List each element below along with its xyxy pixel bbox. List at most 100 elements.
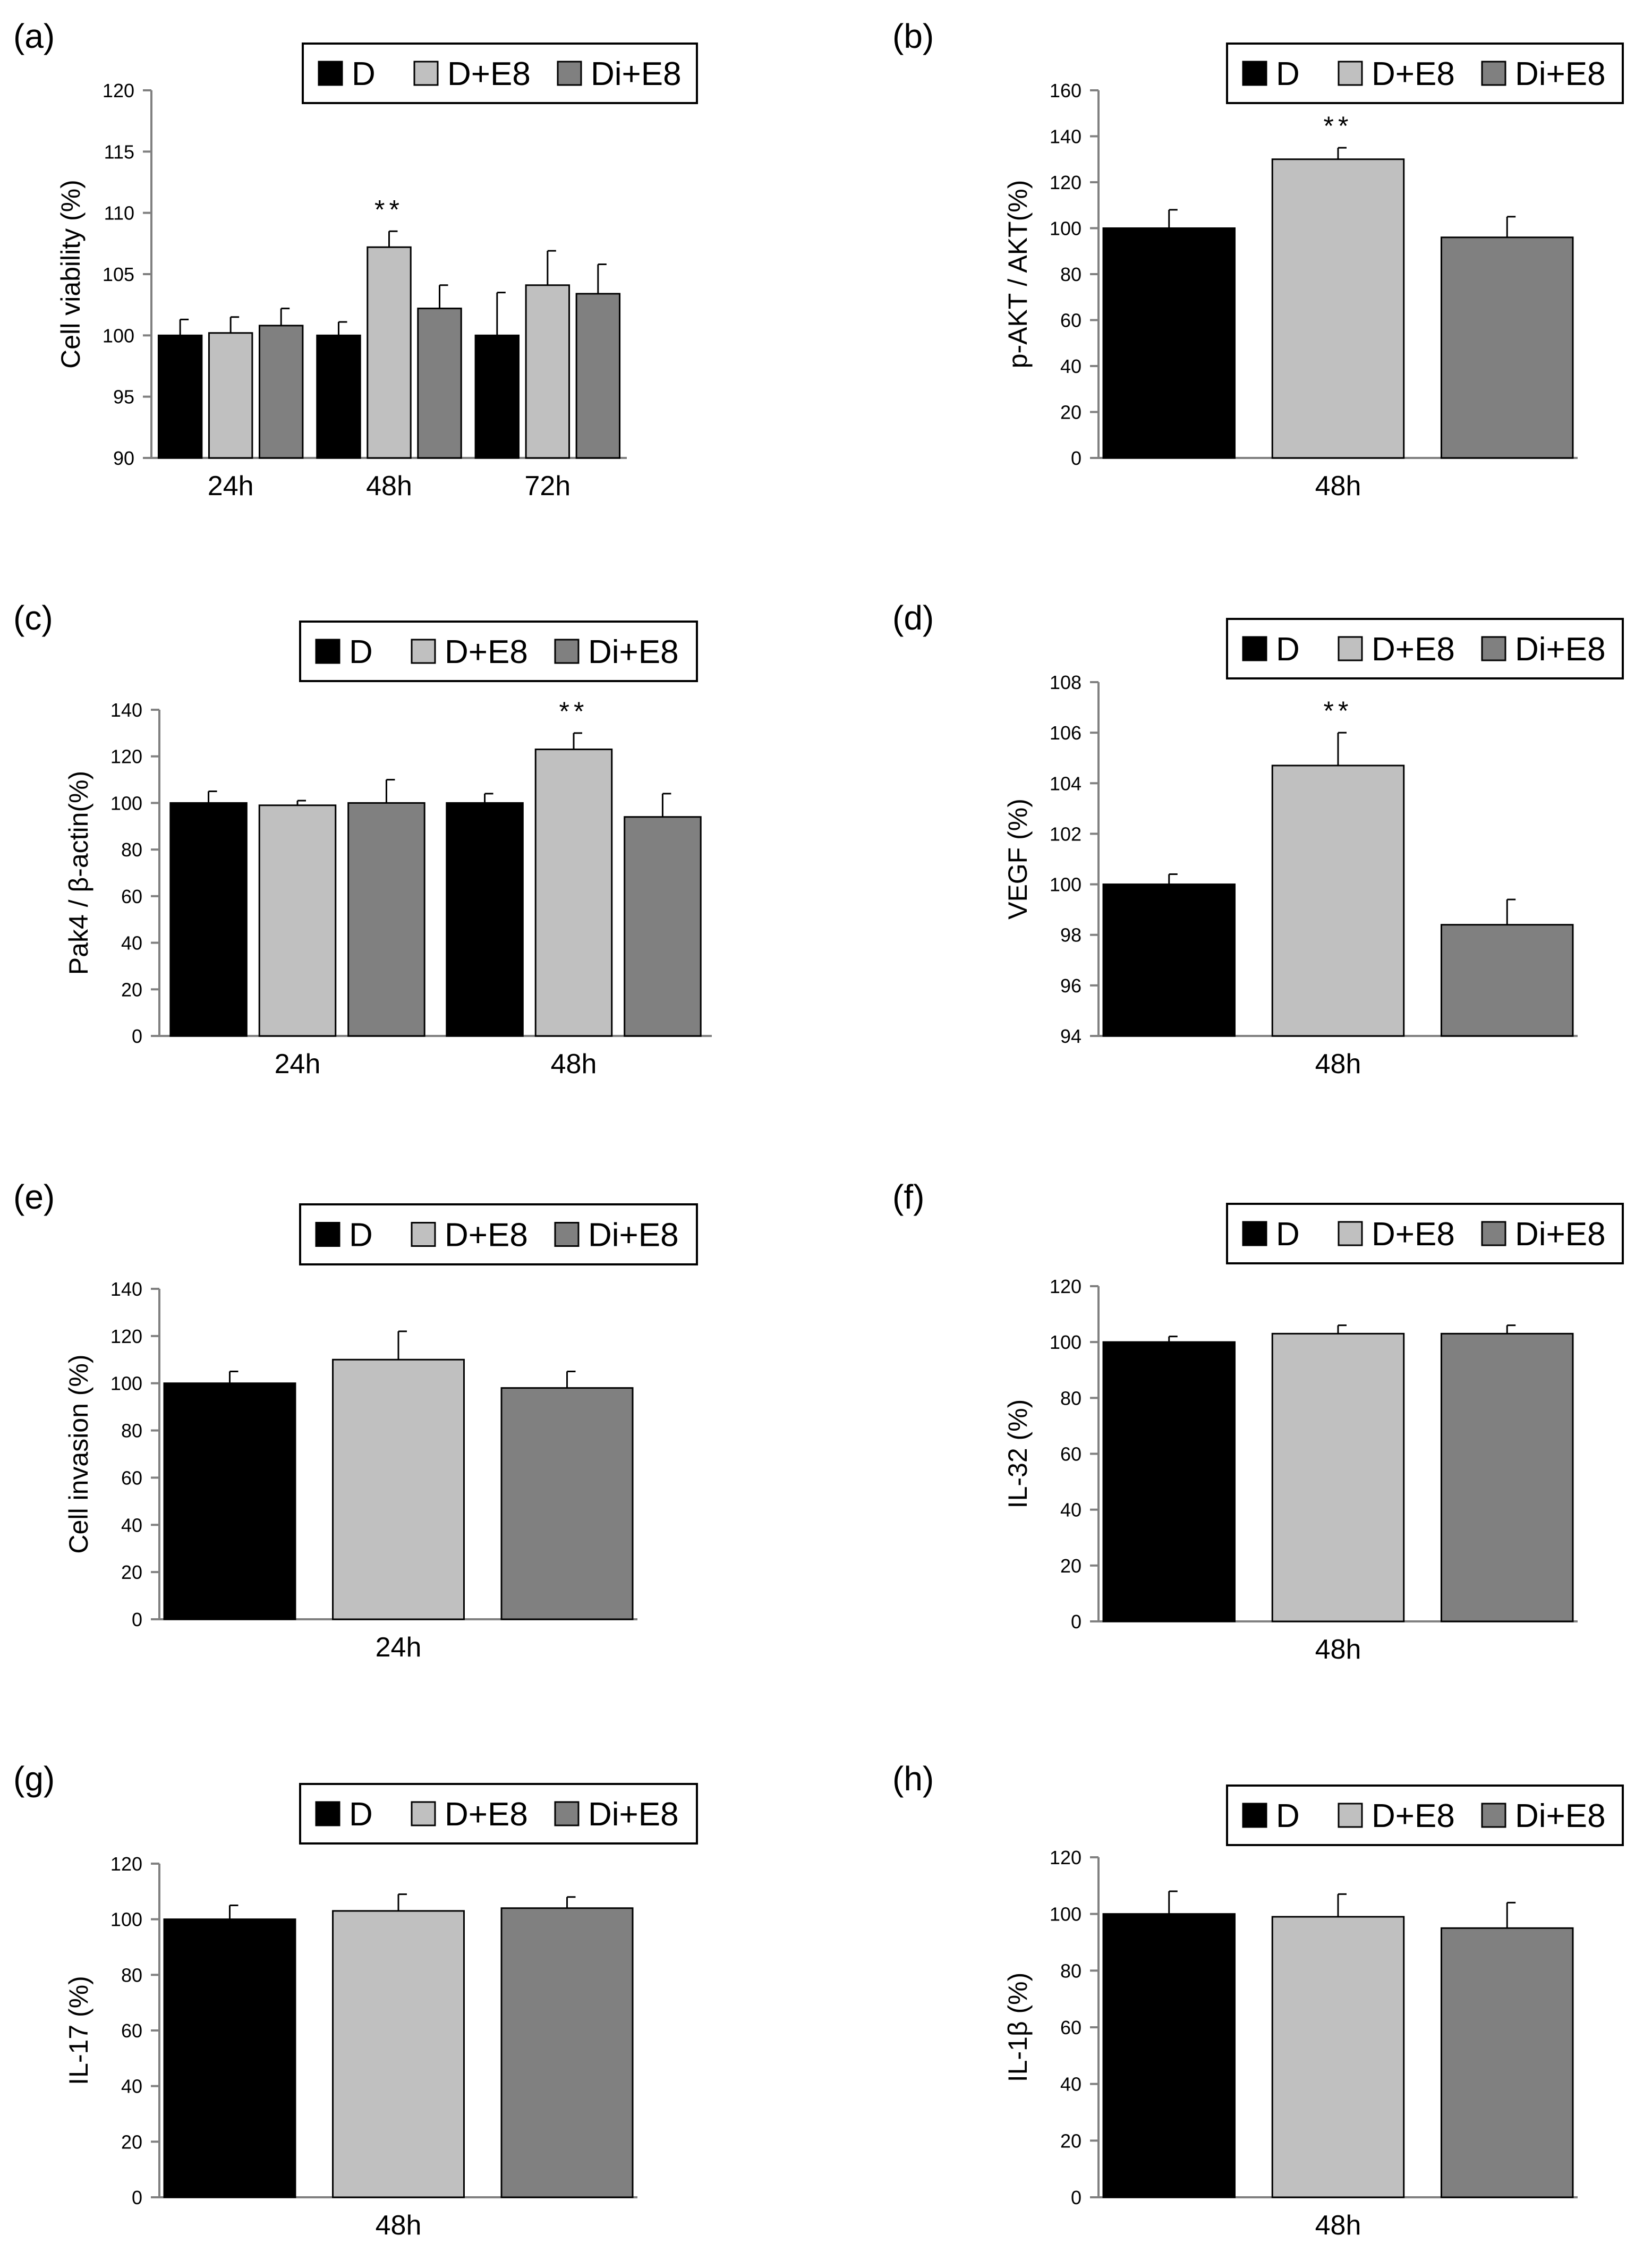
- panel-label: (f): [892, 1178, 924, 1216]
- bar: [163, 1382, 296, 1620]
- y-tick-label: 105: [103, 264, 134, 285]
- legend-box: [302, 43, 698, 104]
- y-tick-label: 80: [1060, 1960, 1082, 1982]
- y-tick-label: 40: [121, 2076, 142, 2097]
- bar: [474, 334, 520, 459]
- legend-box: [299, 621, 698, 682]
- chart-panel: (a) Cell viability (%) 90 95 100 105 110 115 120…: [13, 17, 698, 502]
- legend-label: D: [349, 1217, 373, 1254]
- legend-box: [299, 1203, 698, 1265]
- y-tick-label: 100: [1050, 218, 1082, 240]
- legend-swatch: [554, 1222, 580, 1247]
- y-tick-label: 60: [121, 886, 142, 907]
- y-tick-label: 140: [1050, 126, 1082, 148]
- y-axis-label: IL-17 (%): [64, 1976, 93, 2085]
- y-tick-label: 60: [1060, 1443, 1082, 1465]
- legend-label: D+E8: [1372, 1216, 1455, 1253]
- y-tick-label: 40: [121, 1514, 142, 1536]
- y-tick-label: 140: [110, 699, 142, 721]
- legend-label: D: [349, 634, 373, 670]
- y-tick-label: 20: [121, 2131, 142, 2153]
- bar: [1271, 1332, 1405, 1622]
- y-tick-label: 0: [1071, 2187, 1082, 2208]
- y-axis-label: Cell viability (%): [56, 180, 86, 369]
- legend-swatch: [315, 1801, 340, 1826]
- y-tick-label: 100: [1050, 1331, 1082, 1353]
- legend-label: D+E8: [447, 56, 531, 92]
- y-tick-label: 0: [1071, 1611, 1082, 1633]
- x-tick-label: 48h: [1315, 2210, 1361, 2241]
- bar: [332, 1910, 465, 2198]
- legend-swatch: [1338, 1221, 1363, 1246]
- legend-swatch: [411, 1222, 436, 1247]
- legend-label: D: [1276, 56, 1300, 92]
- bar: [258, 325, 304, 459]
- bar: [1102, 883, 1236, 1037]
- legend-label: Di+E8: [588, 634, 679, 670]
- bar: [1440, 924, 1574, 1037]
- bar: [446, 802, 524, 1037]
- y-tick-label: 0: [132, 1025, 142, 1047]
- legend-swatch: [411, 1801, 436, 1826]
- x-tick-label: 48h: [1315, 1634, 1361, 1665]
- y-tick-label: 100: [110, 792, 142, 814]
- legend-swatch: [1338, 636, 1363, 661]
- y-tick-label: 102: [1050, 823, 1082, 845]
- legend-swatch: [1242, 61, 1267, 86]
- x-tick-label: 72h: [524, 471, 570, 502]
- bar: [1440, 236, 1574, 459]
- y-tick-label: 20: [121, 1561, 142, 1583]
- y-tick-label: 120: [103, 80, 134, 101]
- significance-marker: **: [1324, 111, 1353, 141]
- legend-swatch: [1481, 636, 1506, 661]
- y-tick-label: 120: [1050, 172, 1082, 193]
- chart-panel: (c) Pak4 / β-actin(%) 0 20 40 60 80 100 120 140 24…: [13, 599, 712, 1080]
- y-tick-label: 40: [1060, 2073, 1082, 2095]
- y-tick-label: 100: [1050, 1903, 1082, 1925]
- legend-box: [1226, 618, 1624, 679]
- panel-label: (e): [13, 1178, 55, 1216]
- bar: [1271, 158, 1405, 459]
- y-tick-label: 140: [110, 1278, 142, 1300]
- chart-panel: (f) IL-32 (%) 0 20 40 60 80 100 120 48h D D+E8 Di+E8: [892, 1178, 1624, 1665]
- y-tick-label: 60: [1060, 2017, 1082, 2038]
- legend-swatch: [413, 61, 439, 86]
- legend-box: [1226, 1784, 1624, 1846]
- legend-swatch: [1481, 1803, 1506, 1828]
- y-tick-label: 100: [110, 1373, 142, 1395]
- legend-label: Di+E8: [591, 56, 682, 92]
- legend-box: [1226, 1203, 1624, 1264]
- panel-label: (d): [892, 599, 934, 637]
- legend-swatch: [411, 639, 436, 664]
- y-tick-label: 0: [1071, 447, 1082, 469]
- legend-label: Di+E8: [1515, 1216, 1606, 1253]
- y-tick-label: 60: [121, 1467, 142, 1489]
- x-tick-label: 24h: [208, 471, 254, 502]
- bar: [347, 802, 425, 1037]
- y-tick-label: 160: [1050, 80, 1082, 101]
- legend-label: Di+E8: [588, 1217, 679, 1254]
- panel-label: (b): [892, 17, 934, 55]
- y-tick-label: 100: [110, 1909, 142, 1931]
- y-tick-label: 60: [1060, 310, 1082, 332]
- legend-label: D+E8: [445, 1796, 528, 1833]
- legend-swatch: [557, 61, 582, 86]
- legend-label: D: [352, 56, 376, 92]
- chart-panel: (e) Cell invasion (%) 0 20 40 60 80 100 120 140 24…: [13, 1178, 698, 1663]
- y-tick-label: 96: [1060, 975, 1082, 997]
- y-tick-label: 90: [113, 447, 134, 469]
- y-axis-label: VEGF (%): [1003, 798, 1033, 920]
- y-tick-label: 40: [1060, 355, 1082, 377]
- legend-label: Di+E8: [588, 1796, 679, 1833]
- y-tick-label: 0: [132, 2187, 142, 2208]
- bar: [417, 308, 462, 459]
- bar: [525, 284, 570, 459]
- y-tick-label: 115: [104, 141, 134, 163]
- panel-label: (c): [13, 599, 53, 637]
- bar: [163, 1918, 296, 2198]
- y-tick-label: 110: [104, 202, 134, 224]
- y-axis-label: Pak4 / β-actin(%): [64, 771, 93, 975]
- legend-label: Di+E8: [1515, 56, 1606, 92]
- legend-swatch: [1338, 1803, 1363, 1828]
- y-tick-label: 20: [1060, 402, 1082, 423]
